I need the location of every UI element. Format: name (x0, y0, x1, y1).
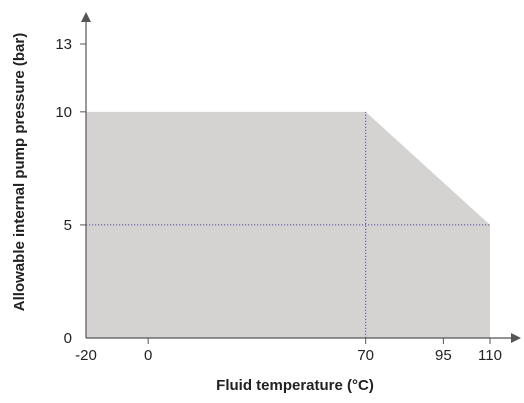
y-tick-labels: 0 5 10 13 (55, 36, 72, 347)
x-tick-label: 0 (144, 347, 152, 364)
y-tick-label: 13 (55, 36, 72, 53)
reference-lines (86, 111, 490, 338)
y-tick-label: 0 (64, 330, 72, 347)
y-axis-arrow-icon (81, 12, 91, 22)
x-axis-title: Fluid temperature (°C) (216, 377, 374, 394)
x-tick-labels: -20 0 70 95 110 (75, 347, 502, 364)
axes (80, 12, 521, 344)
x-tick-label: 110 (478, 347, 502, 364)
y-axis-title: Allowable internal pump pressure (bar) (11, 33, 28, 311)
x-tick-label: -20 (75, 347, 97, 364)
x-tick-label: 70 (357, 347, 374, 364)
x-tick-label: 95 (435, 347, 452, 364)
y-tick-label: 10 (55, 104, 72, 121)
x-axis-arrow-icon (511, 333, 521, 343)
y-tick-label: 5 (64, 217, 72, 234)
